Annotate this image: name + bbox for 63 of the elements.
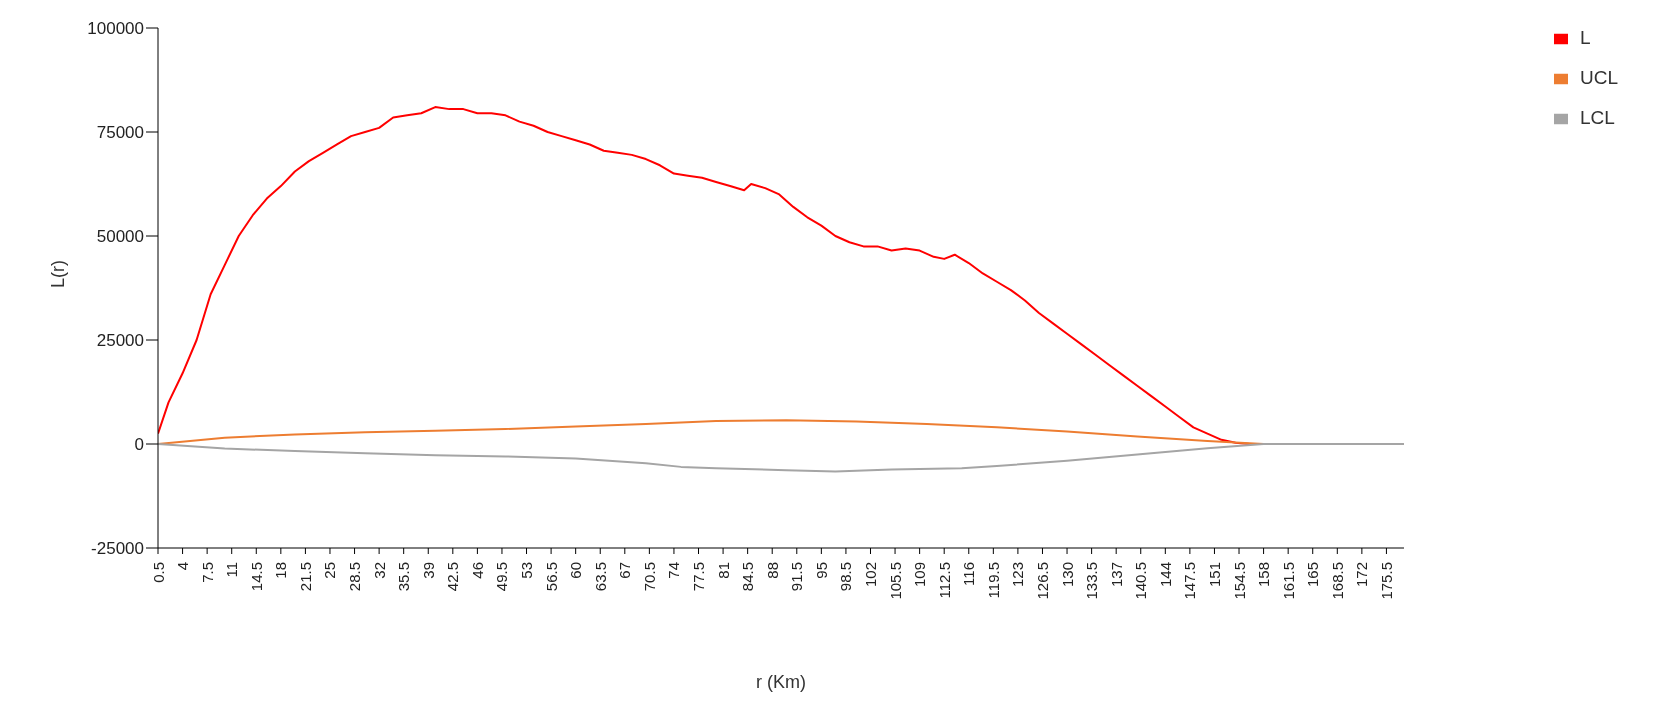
y-tick-label: 25000 xyxy=(96,331,144,351)
x-tick-label: 14.5 xyxy=(247,562,265,592)
x-tick-label: 102 xyxy=(861,562,879,588)
x-tick-label: 168.5 xyxy=(1328,562,1346,600)
x-tick-label: 81 xyxy=(714,562,732,579)
x-tick-label: 123 xyxy=(1009,562,1027,588)
x-tick-label: 154.5 xyxy=(1230,562,1248,600)
x-tick-label: 158 xyxy=(1255,562,1273,588)
x-tick-label: 144 xyxy=(1156,562,1174,588)
x-tick-label: 28.5 xyxy=(346,562,364,592)
y-tick-label: 50000 xyxy=(96,227,144,247)
x-tick-label: 56.5 xyxy=(542,562,560,592)
y-tick-label: 0 xyxy=(134,435,144,455)
x-tick-label: 98.5 xyxy=(837,562,855,592)
x-tick-label: 7.5 xyxy=(198,562,216,583)
x-tick-label: 112.5 xyxy=(935,562,953,599)
x-tick-label: 151 xyxy=(1205,562,1223,588)
y-tick-label: 75000 xyxy=(96,123,144,143)
line-series xyxy=(158,443,1404,473)
y-tick-label: -25000 xyxy=(91,539,144,559)
x-tick-label: 39 xyxy=(419,562,437,579)
x-tick-label: 21.5 xyxy=(296,562,314,592)
x-tick-label: 18 xyxy=(272,562,290,579)
x-tick-label: 172 xyxy=(1353,562,1371,588)
x-tick-label: 175.5 xyxy=(1377,562,1395,600)
x-tick-label: 133.5 xyxy=(1083,562,1101,600)
x-tick-label: 35.5 xyxy=(395,562,413,592)
x-tick-label: 49.5 xyxy=(493,562,511,592)
x-tick-label: 105.5 xyxy=(886,562,904,600)
x-tick-label: 130 xyxy=(1058,562,1076,588)
x-tick-label: 116 xyxy=(960,562,978,586)
x-tick-label: 70.5 xyxy=(640,562,658,592)
x-tick-label: 109 xyxy=(911,562,929,588)
x-tick-label: 74 xyxy=(665,562,683,579)
x-tick-label: 46 xyxy=(468,562,486,579)
x-tick-label: 67 xyxy=(616,562,634,579)
legend-label: L xyxy=(1579,27,1591,48)
x-axis-title: r (Km) xyxy=(756,672,806,692)
x-tick-label: 77.5 xyxy=(690,562,708,592)
x-tick-label: 42.5 xyxy=(444,562,462,592)
x-tick-label: 119.5 xyxy=(984,562,1002,599)
x-tick-label: 53 xyxy=(518,562,536,579)
x-tick-label: 32 xyxy=(370,562,388,579)
legend-label: LCL xyxy=(1579,107,1615,128)
x-tick-label: 60 xyxy=(567,562,585,579)
x-tick-label: 63.5 xyxy=(591,562,609,592)
x-tick-label: 11 xyxy=(223,562,241,578)
x-tick-label: 25 xyxy=(321,562,339,579)
x-tick-label: 140.5 xyxy=(1132,562,1150,600)
x-tick-label: 126.5 xyxy=(1033,562,1051,600)
x-tick-label: 137 xyxy=(1107,562,1125,588)
x-tick-label: 95 xyxy=(812,562,830,579)
x-tick-label: 0.5 xyxy=(149,562,167,583)
legend-label: UCL xyxy=(1579,67,1618,88)
x-tick-label: 165 xyxy=(1304,562,1322,588)
y-tick-label: 100000 xyxy=(87,19,144,39)
x-tick-label: 84.5 xyxy=(739,562,757,592)
x-tick-label: 91.5 xyxy=(788,562,806,592)
x-tick-label: 88 xyxy=(763,562,781,579)
x-tick-label: 161.5 xyxy=(1279,562,1297,600)
x-tick-label: 147.5 xyxy=(1181,562,1199,600)
y-axis-title: L(r) xyxy=(48,260,69,288)
x-tick-label: 4 xyxy=(174,562,192,571)
